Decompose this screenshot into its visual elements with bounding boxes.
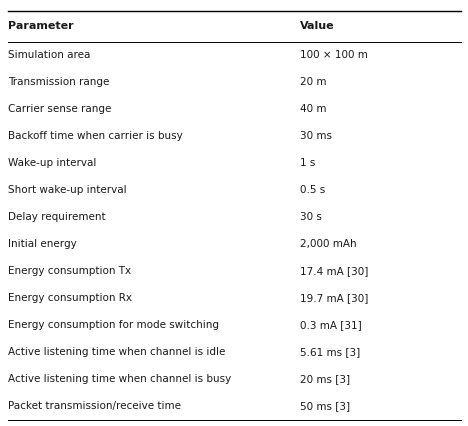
Text: Initial energy: Initial energy (8, 239, 77, 249)
Text: Energy consumption Rx: Energy consumption Rx (8, 293, 132, 303)
Text: Energy consumption Tx: Energy consumption Tx (8, 266, 132, 276)
Text: 100 × 100 m: 100 × 100 m (300, 50, 367, 60)
Text: 17.4 mA [30]: 17.4 mA [30] (300, 266, 368, 276)
Text: Short wake-up interval: Short wake-up interval (8, 185, 127, 195)
Text: 2,000 mAh: 2,000 mAh (300, 239, 356, 249)
Text: 30 ms: 30 ms (300, 131, 331, 141)
Text: 19.7 mA [30]: 19.7 mA [30] (300, 293, 368, 303)
Text: Parameter: Parameter (8, 21, 74, 31)
Text: 1 s: 1 s (300, 158, 315, 168)
Text: Transmission range: Transmission range (8, 77, 110, 87)
Text: Active listening time when channel is busy: Active listening time when channel is bu… (8, 374, 232, 384)
Text: 30 s: 30 s (300, 212, 322, 222)
Text: Backoff time when carrier is busy: Backoff time when carrier is busy (8, 131, 183, 141)
Text: 20 ms [3]: 20 ms [3] (300, 374, 350, 384)
Text: Wake-up interval: Wake-up interval (8, 158, 97, 168)
Text: Simulation area: Simulation area (8, 50, 91, 60)
Text: 20 m: 20 m (300, 77, 326, 87)
Text: Energy consumption for mode switching: Energy consumption for mode switching (8, 320, 219, 330)
Text: 5.61 ms [3]: 5.61 ms [3] (300, 347, 360, 357)
Text: 0.5 s: 0.5 s (300, 185, 325, 195)
Text: Value: Value (300, 21, 334, 31)
Text: 0.3 mA [31]: 0.3 mA [31] (300, 320, 361, 330)
Text: Packet transmission/receive time: Packet transmission/receive time (8, 401, 182, 411)
Text: Carrier sense range: Carrier sense range (8, 104, 112, 114)
Text: 50 ms [3]: 50 ms [3] (300, 401, 350, 411)
Text: Delay requirement: Delay requirement (8, 212, 106, 222)
Text: Active listening time when channel is idle: Active listening time when channel is id… (8, 347, 226, 357)
Text: 40 m: 40 m (300, 104, 326, 114)
